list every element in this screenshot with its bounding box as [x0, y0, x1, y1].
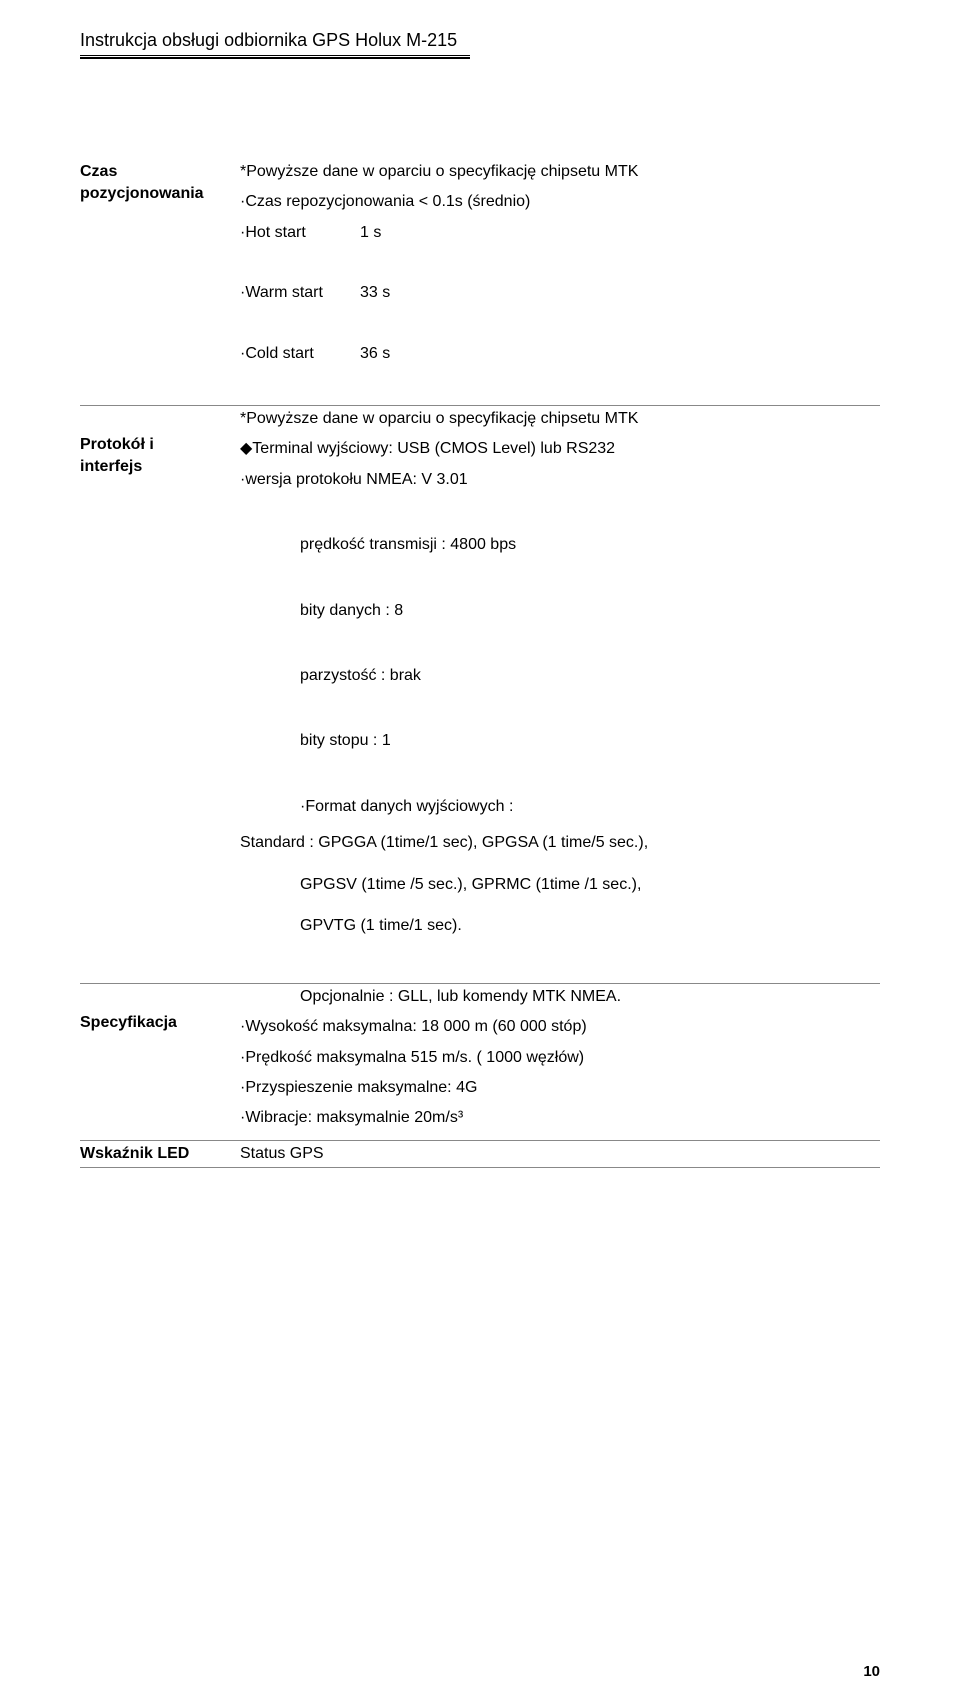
spec-l1: ·Wysokość maksymalna: 18 000 m (60 000 s… — [240, 1016, 872, 1038]
label-spec: Specyfikacja — [80, 1012, 232, 1034]
cold-key: ·Cold start — [240, 343, 360, 365]
format-heading: ·Format danych wyjściowych : — [300, 796, 872, 818]
hot-val: 1 s — [360, 222, 381, 244]
warm-val: 33 s — [360, 282, 390, 304]
row-led: Wskaźnik LED Status GPS — [80, 1140, 880, 1167]
std-line-2: GPGSV (1time /5 sec.), GPRMC (1time /1 s… — [300, 868, 872, 902]
wersja-line: ·wersja protokołu NMEA: V 3.01 — [240, 469, 872, 491]
cold-val: 36 s — [360, 343, 390, 365]
page-header-title: Instrukcja obsługi odbiornika GPS Holux … — [80, 30, 880, 51]
row-czas: Czas pozycjonowania *Powyższe dane w opa… — [80, 159, 880, 405]
note-proto: *Powyższe dane w oparciu o specyfikację … — [240, 408, 872, 430]
spec-l4: ·Wibracje: maksymalnie 20m/s³ — [240, 1107, 872, 1129]
led-value: Status GPS — [240, 1143, 872, 1165]
repos-line: ·Czas repozycjonowania < 0.1s (średnio) — [240, 191, 872, 213]
header-underline — [80, 55, 470, 59]
label-proto-2: interfejs — [80, 456, 232, 478]
parzystosc-line: parzystość : brak — [300, 665, 872, 687]
page-number: 10 — [863, 1663, 880, 1680]
warm-key: ·Warm start — [240, 282, 360, 304]
bity-line: bity danych : 8 — [300, 600, 872, 622]
spec-l3: ·Przyspieszenie maksymalne: 4G — [240, 1077, 872, 1099]
row-specyfikacja: Specyfikacja Opcjonalnie : GLL, lub kome… — [80, 983, 880, 1140]
label-led: Wskaźnik LED — [80, 1143, 232, 1165]
hot-key: ·Hot start — [240, 222, 360, 244]
predkosc-line: prędkość transmisji : 4800 bps — [300, 534, 872, 556]
stopu-line: bity stopu : 1 — [300, 730, 872, 752]
spec-table: Czas pozycjonowania *Powyższe dane w opa… — [80, 159, 880, 1168]
row-protokol: Protokół i interfejs *Powyższe dane w op… — [80, 405, 880, 983]
label-czas-2: pozycjonowania — [80, 183, 232, 205]
spec-l2: ·Prędkość maksymalna 515 m/s. ( 1000 węz… — [240, 1047, 872, 1069]
terminal-line: ◆Terminal wyjściowy: USB (CMOS Level) lu… — [240, 438, 872, 460]
note-czas: *Powyższe dane w oparciu o specyfikację … — [240, 161, 872, 183]
label-czas-1: Czas — [80, 161, 232, 183]
std-line-3: GPVTG (1 time/1 sec). — [300, 909, 872, 943]
opt-line: Opcjonalnie : GLL, lub komendy MTK NMEA. — [300, 986, 872, 1008]
label-proto-1: Protokół i — [80, 434, 232, 456]
std-line-1: Standard : GPGGA (1time/1 sec), GPGSA (1… — [240, 826, 872, 860]
